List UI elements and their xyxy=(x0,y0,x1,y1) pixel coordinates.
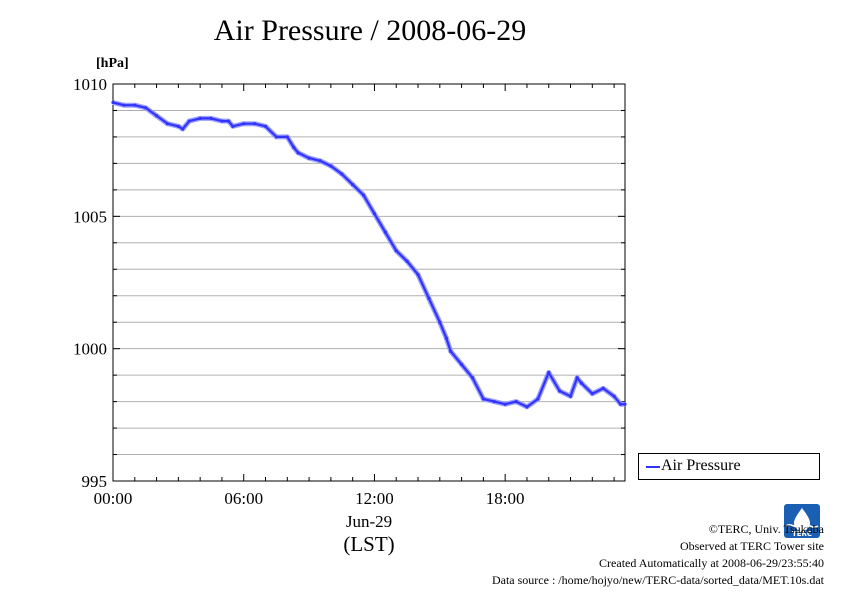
data-point xyxy=(176,124,180,128)
data-point xyxy=(231,124,235,128)
chart-legend: Air Pressure xyxy=(638,453,820,480)
credits-block: ©TERC, Univ. Tsukuba Observed at TERC To… xyxy=(492,521,824,589)
x-tick-label: 18:00 xyxy=(486,489,525,508)
data-point xyxy=(198,116,202,121)
data-point xyxy=(307,156,311,160)
data-point xyxy=(296,151,300,155)
data-point xyxy=(226,119,231,123)
series-line-air-pressure xyxy=(112,101,625,408)
data-point xyxy=(449,349,453,353)
x-date-label: Jun-29 xyxy=(346,512,392,531)
data-point xyxy=(405,259,409,263)
data-point xyxy=(514,400,518,404)
data-point xyxy=(242,122,246,126)
terc-logo-icon: TERC xyxy=(784,504,820,538)
data-point xyxy=(154,114,159,118)
chart-title: Air Pressure / 2008-06-29 xyxy=(213,14,527,47)
y-tick-label: 1000 xyxy=(73,340,107,359)
x-timezone-label: (LST) xyxy=(343,532,394,556)
series-halo xyxy=(112,100,625,410)
data-point xyxy=(503,402,507,406)
axis-ticks xyxy=(112,83,625,482)
series-group xyxy=(111,100,627,410)
data-point xyxy=(274,135,279,139)
data-point xyxy=(340,172,344,176)
credit-source: Data source : /home/hojyo/new/TERC-data/… xyxy=(491,573,824,587)
x-tick-label: 00:00 xyxy=(94,489,133,508)
credit-copyright: ©TERC, Univ. Tsukuba xyxy=(708,522,824,536)
legend-label-air-pressure: Air Pressure xyxy=(661,457,741,474)
credit-created: Created Automatically at 2008-06-29/23:5… xyxy=(599,556,824,570)
legend-swatch-air-pressure xyxy=(646,466,660,468)
data-point xyxy=(220,119,224,123)
data-point xyxy=(623,402,627,406)
data-point xyxy=(438,320,442,324)
data-point xyxy=(481,397,485,401)
data-point xyxy=(263,124,268,128)
data-point xyxy=(318,159,322,163)
credit-observed: Observed at TERC Tower site xyxy=(679,539,824,553)
x-tick-label: 06:00 xyxy=(224,489,263,508)
data-point xyxy=(181,127,185,131)
y-axis-unit-label: [hPa] xyxy=(96,56,129,71)
data-point xyxy=(568,394,573,398)
terc-logo-text: TERC xyxy=(792,530,812,538)
data-point xyxy=(329,164,333,168)
data-point xyxy=(165,122,170,126)
data-point xyxy=(601,386,605,390)
data-point xyxy=(372,212,377,216)
data-point xyxy=(292,145,296,150)
data-point xyxy=(444,336,448,340)
data-point xyxy=(612,394,616,398)
data-point xyxy=(285,135,289,139)
data-point xyxy=(558,389,562,393)
data-point xyxy=(111,100,115,105)
data-point xyxy=(459,362,464,367)
axis-labels: 995 1000 1005 1010 00:00 06:00 12:00 18:00 xyxy=(73,75,525,508)
y-tick-label: 1010 xyxy=(73,75,107,94)
data-point xyxy=(525,405,529,409)
data-point xyxy=(579,381,584,385)
grid-lines xyxy=(113,109,625,456)
data-point xyxy=(427,296,431,300)
y-tick-label: 1005 xyxy=(73,207,107,226)
data-point xyxy=(383,230,387,234)
data-point xyxy=(575,376,579,380)
data-point xyxy=(394,249,398,253)
data-point xyxy=(133,103,137,107)
data-point xyxy=(547,370,551,375)
y-tick-label: 995 xyxy=(82,472,108,491)
data-point xyxy=(492,400,496,404)
x-tick-label: 12:00 xyxy=(355,489,394,508)
plot-frame xyxy=(112,83,626,482)
data-point xyxy=(619,402,623,406)
data-point xyxy=(416,272,420,277)
data-point xyxy=(144,106,148,110)
data-point xyxy=(590,392,594,396)
data-point xyxy=(536,397,540,401)
data-point xyxy=(253,122,257,126)
data-point xyxy=(187,119,191,123)
data-point xyxy=(122,103,126,107)
data-point xyxy=(361,193,366,197)
data-point xyxy=(209,116,213,121)
data-point xyxy=(470,376,475,380)
data-point xyxy=(351,182,355,187)
